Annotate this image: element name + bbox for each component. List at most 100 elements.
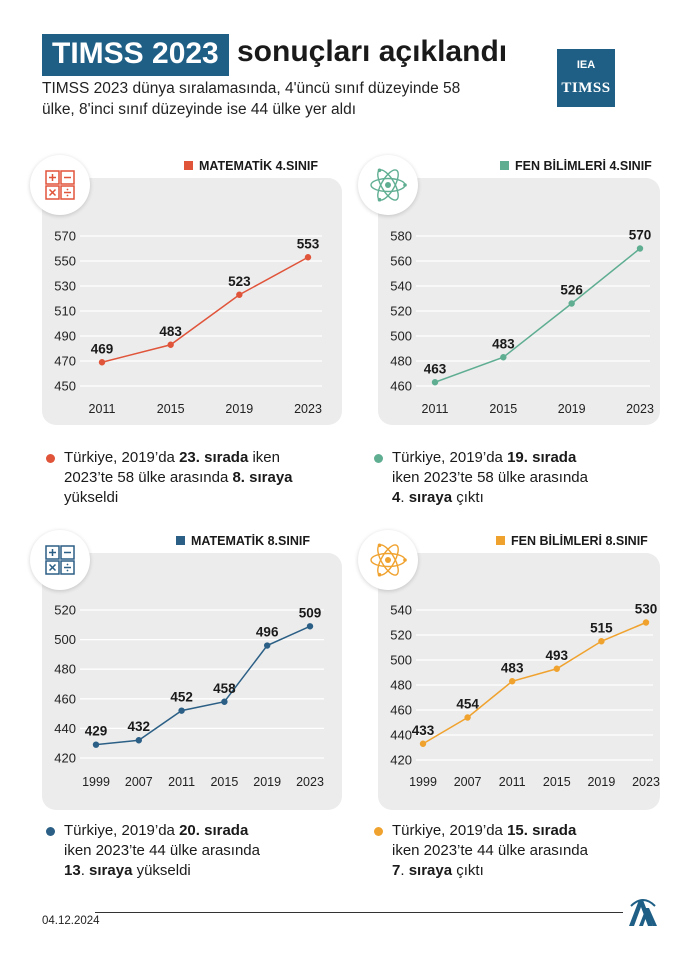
note-run: iken xyxy=(248,449,280,466)
note-run: çıktı xyxy=(452,489,484,506)
data-label: 493 xyxy=(546,648,569,663)
y-tick-label: 480 xyxy=(390,354,412,369)
note-run: Türkiye, 2019’da xyxy=(64,449,180,466)
page-subtitle: TIMSS 2023 dünya sıralamasında, 4'üncü s… xyxy=(42,80,461,118)
publish-date: 04.12.2024 xyxy=(42,915,100,927)
note-emphasis: 4 xyxy=(392,489,401,506)
note-run: . xyxy=(80,862,90,879)
footer-divider xyxy=(95,912,623,913)
chart-card-math-4 xyxy=(42,178,342,425)
legend-swatch xyxy=(500,161,509,170)
y-tick-label: 460 xyxy=(390,703,412,718)
note-emphasis: 19. sırada xyxy=(507,449,577,466)
data-point xyxy=(98,359,106,366)
y-tick-label: 570 xyxy=(54,229,76,244)
x-tick-label: 2011 xyxy=(89,402,116,416)
y-tick-label: 480 xyxy=(54,662,76,677)
data-label: 496 xyxy=(256,625,279,640)
chart-title-text: FEN BİLİMLERİ 4.SINIF xyxy=(515,159,652,173)
chart-icon-math-4 xyxy=(30,155,90,215)
data-label: 509 xyxy=(299,605,322,620)
note-emphasis: 15. sırada xyxy=(507,822,577,839)
timss-logo: IEA TIMSS xyxy=(557,49,615,107)
data-point xyxy=(419,740,427,747)
data-label: 463 xyxy=(424,361,447,376)
note-line: yükseldi xyxy=(64,488,293,508)
legend-swatch xyxy=(176,536,185,545)
note-line: Türkiye, 2019’da 23. sırada iken xyxy=(64,448,293,468)
x-tick-label: 2019 xyxy=(587,775,615,789)
y-tick-label: 520 xyxy=(390,628,412,643)
x-tick-label: 2015 xyxy=(489,402,517,416)
x-tick-label: 1999 xyxy=(82,775,110,789)
y-tick-label: 420 xyxy=(390,753,412,768)
data-point xyxy=(431,379,439,386)
y-tick-label: 510 xyxy=(54,304,76,319)
data-point xyxy=(135,737,142,744)
x-tick-label: 2015 xyxy=(210,775,238,789)
note-line: 13. sıraya yükseldi xyxy=(64,861,260,881)
chart-card-math-8 xyxy=(42,553,342,810)
x-tick-label: 2011 xyxy=(422,402,449,416)
note-run: iken 2023’te 44 ülke arasında xyxy=(64,842,260,859)
legend-swatch xyxy=(496,536,505,545)
note-emphasis: 23. sırada xyxy=(179,449,249,466)
x-tick-label: 2023 xyxy=(296,775,324,789)
data-point xyxy=(264,642,271,649)
note-emphasis: sıraya xyxy=(408,489,453,506)
chart-card-science-8 xyxy=(378,553,660,810)
x-tick-label: 2007 xyxy=(125,775,153,789)
x-tick-label: 2011 xyxy=(499,775,526,789)
series-line xyxy=(422,621,647,745)
note-run: çıktı xyxy=(452,862,484,879)
note-run: . xyxy=(400,862,409,879)
aa-agency-logo-icon xyxy=(629,899,657,926)
y-tick-label: 470 xyxy=(54,354,76,369)
data-point xyxy=(553,665,560,672)
series-line xyxy=(101,256,309,363)
y-tick-label: 440 xyxy=(54,721,76,736)
chart-card-science-4 xyxy=(378,178,660,425)
note-run: 2023’te 58 ülke arasında xyxy=(64,469,233,486)
y-tick-label: 540 xyxy=(390,603,412,618)
y-tick-label: 560 xyxy=(390,254,412,269)
note-math-8: Türkiye, 2019’da 20. sırada iken 2023’te … xyxy=(46,821,346,883)
x-tick-label: 2011 xyxy=(168,775,195,789)
data-point xyxy=(221,698,228,705)
y-tick-label: 460 xyxy=(390,379,412,394)
y-tick-label: 520 xyxy=(390,304,412,319)
x-tick-label: 2019 xyxy=(253,775,281,789)
data-point xyxy=(568,300,575,307)
data-point xyxy=(178,707,185,714)
y-tick-label: 490 xyxy=(54,329,76,344)
data-point xyxy=(167,341,174,348)
data-label: 553 xyxy=(297,236,320,251)
y-tick-label: 530 xyxy=(54,279,76,294)
note-run: iken 2023’te 44 ülke arasında xyxy=(392,842,588,859)
x-tick-label: 2019 xyxy=(225,402,253,416)
note-run: . xyxy=(400,489,409,506)
data-point xyxy=(304,254,312,261)
chart-title-text: FEN BİLİMLERİ 8.SINIF xyxy=(511,534,648,548)
data-point xyxy=(500,354,507,361)
x-tick-label: 1999 xyxy=(409,775,437,789)
x-tick-label: 2023 xyxy=(294,402,322,416)
data-label: 469 xyxy=(91,341,114,356)
chart-icon-science-4 xyxy=(358,155,418,215)
note-line: iken 2023’te 44 ülke arasında xyxy=(64,841,260,861)
note-line: Türkiye, 2019’da 19. sırada xyxy=(392,448,588,468)
logo-timss-text: TIMSS xyxy=(561,80,611,96)
data-point xyxy=(636,245,644,252)
data-point xyxy=(306,623,314,630)
note-text: Türkiye, 2019’da 20. sırada iken 2023’te … xyxy=(64,821,260,881)
note-run: Türkiye, 2019’da xyxy=(392,822,508,839)
chart-title-text: MATEMATİK 8.SINIF xyxy=(191,534,310,548)
x-tick-label: 2015 xyxy=(157,402,185,416)
note-line: 7. sıraya çıktı xyxy=(392,861,588,881)
legend-swatch xyxy=(184,161,193,170)
line-chart-math-4: 450 470 490 510 530 550 570 2011 2015 2019 2023 469… xyxy=(54,229,322,416)
y-tick-label: 450 xyxy=(54,379,76,394)
y-tick-label: 440 xyxy=(390,728,412,743)
data-label: 452 xyxy=(170,690,193,705)
note-emphasis: sıraya xyxy=(408,862,453,879)
